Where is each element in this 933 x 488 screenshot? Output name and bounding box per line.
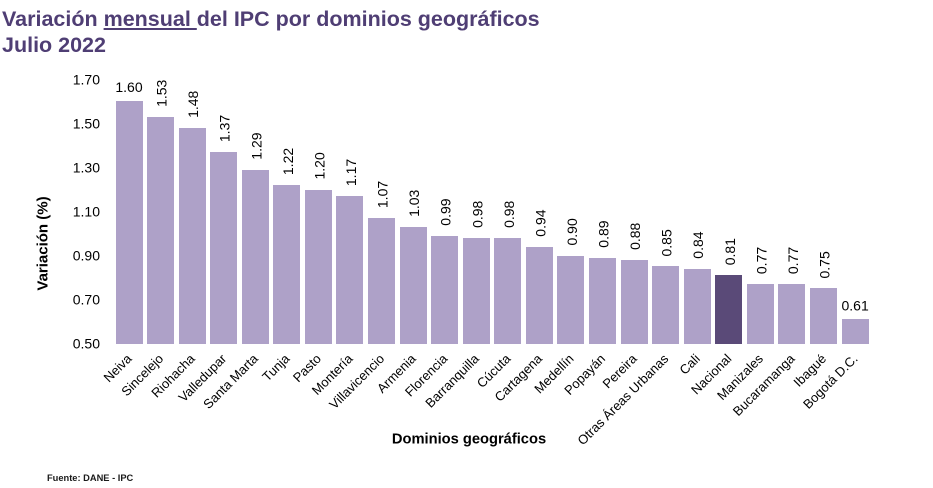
svg-text:0.75: 0.75: [817, 251, 833, 278]
svg-text:1.37: 1.37: [217, 115, 233, 142]
svg-text:0.98: 0.98: [469, 200, 485, 227]
svg-text:0.70: 0.70: [73, 292, 100, 308]
svg-text:0.85: 0.85: [659, 229, 675, 256]
svg-text:0.61: 0.61: [841, 298, 868, 314]
svg-text:0.90: 0.90: [564, 218, 580, 245]
svg-text:Tunja: Tunja: [259, 350, 293, 384]
svg-text:1.60: 1.60: [115, 79, 142, 95]
svg-text:0.99: 0.99: [438, 198, 454, 225]
svg-text:0.89: 0.89: [596, 220, 612, 247]
svg-text:1.29: 1.29: [248, 132, 264, 159]
svg-text:Cali: Cali: [676, 351, 703, 378]
svg-text:0.94: 0.94: [532, 209, 548, 236]
svg-text:0.90: 0.90: [73, 248, 100, 264]
svg-text:Fuente: DANE - IPC: Fuente: DANE - IPC: [47, 473, 134, 483]
svg-text:0.77: 0.77: [753, 247, 769, 274]
svg-text:0.50: 0.50: [73, 336, 100, 352]
svg-text:1.22: 1.22: [280, 148, 296, 175]
svg-text:1.07: 1.07: [375, 181, 391, 208]
svg-text:1.17: 1.17: [343, 159, 359, 186]
svg-text:0.81: 0.81: [722, 238, 738, 265]
svg-text:0.77: 0.77: [785, 247, 801, 274]
svg-text:0.84: 0.84: [690, 231, 706, 258]
svg-text:0.98: 0.98: [501, 200, 517, 227]
svg-text:1.20: 1.20: [311, 152, 327, 179]
svg-text:1.53: 1.53: [154, 79, 170, 106]
svg-text:Dominios geográficos: Dominios geográficos: [392, 432, 546, 448]
svg-text:1.10: 1.10: [73, 204, 100, 220]
svg-text:Variación (%): Variación (%): [35, 196, 52, 290]
svg-text:1.48: 1.48: [185, 90, 201, 117]
svg-text:1.03: 1.03: [406, 189, 422, 216]
svg-text:1.70: 1.70: [73, 72, 100, 88]
svg-text:1.30: 1.30: [73, 160, 100, 176]
svg-text:0.88: 0.88: [627, 222, 643, 249]
svg-text:1.50: 1.50: [73, 116, 100, 132]
